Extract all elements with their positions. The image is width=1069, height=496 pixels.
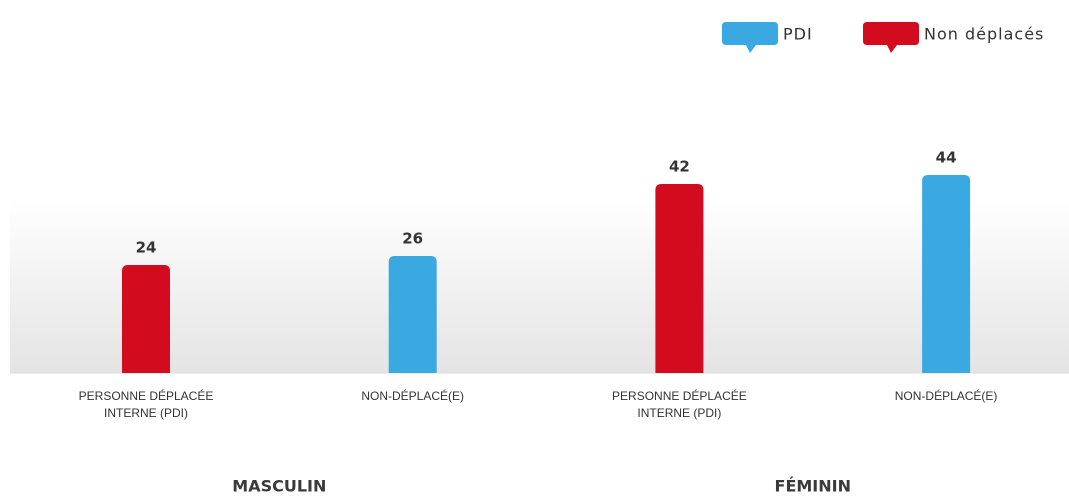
legend-label: Non déplacés [924, 25, 1044, 44]
bar [922, 175, 971, 373]
x-tick-label: NON-DÉPLACÉ(E) [361, 389, 465, 403]
x-tick-label: PERSONNE DÉPLACÉE INTERNE (PDI) [612, 389, 747, 420]
data-label: 26 [402, 230, 423, 248]
bar [388, 256, 437, 373]
x-tick-label: NON-DÉPLACÉ(E) [894, 389, 998, 403]
legend-swatch [722, 22, 778, 53]
bar [655, 184, 704, 373]
data-label: 24 [136, 239, 157, 257]
group-label: FÉMININ [775, 477, 851, 496]
legend-label: PDI [783, 25, 813, 44]
data-label: 44 [936, 149, 957, 167]
x-tick-label: PERSONNE DÉPLACÉE INTERNE (PDI) [78, 389, 214, 420]
bar [122, 265, 170, 373]
group-label: MASCULIN [232, 477, 326, 496]
plot-background [10, 200, 1069, 373]
legend-swatch [863, 22, 919, 53]
data-label: 42 [669, 158, 690, 176]
